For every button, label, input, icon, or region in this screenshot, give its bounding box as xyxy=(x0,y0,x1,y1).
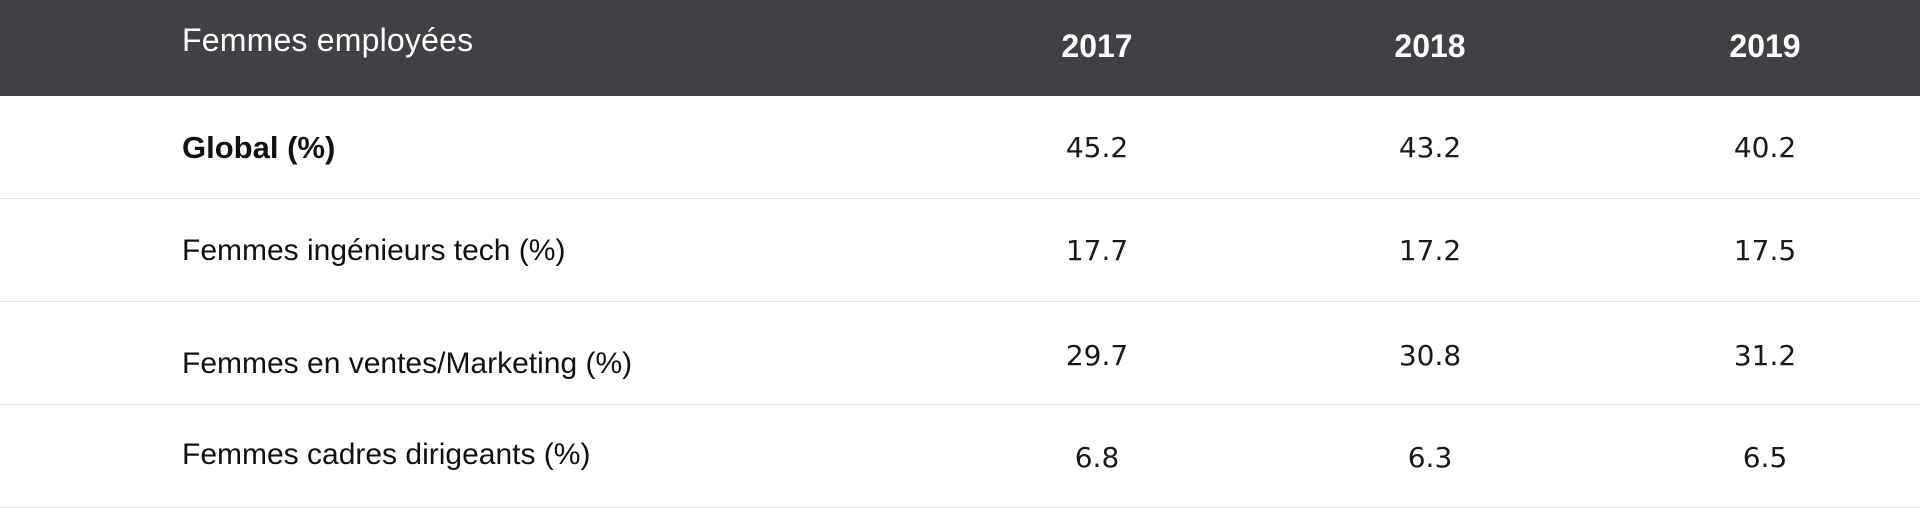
cell-2018: 17.2 xyxy=(1398,234,1462,267)
cell-2017: 29.7 xyxy=(1065,339,1129,372)
row-label: Femmes en ventes/Marketing (%) xyxy=(182,347,633,380)
cell-2019: 17.5 xyxy=(1733,234,1797,267)
cell-2019: 40.2 xyxy=(1733,131,1797,164)
table-row-tech-engineers: Femmes ingénieurs tech (%) 17.7 17.2 17.… xyxy=(0,199,1920,302)
header-year-2017: 2017 xyxy=(1061,28,1133,64)
cell-2017: 6.8 xyxy=(1074,441,1120,474)
header-label: Femmes employées xyxy=(182,22,474,58)
cell-2018: 30.8 xyxy=(1398,339,1462,372)
table-header: Femmes employées 2017 2018 2019 xyxy=(0,0,1920,96)
header-year-2019: 2019 xyxy=(1729,28,1801,64)
row-label: Femmes cadres dirigeants (%) xyxy=(182,438,591,471)
cell-2017: 17.7 xyxy=(1065,234,1129,267)
table-row-sales-marketing: Femmes en ventes/Marketing (%) 29.7 30.8… xyxy=(0,302,1920,405)
cell-2019: 31.2 xyxy=(1733,339,1797,372)
cell-2018: 43.2 xyxy=(1398,131,1462,164)
table-row-executives: Femmes cadres dirigeants (%) 6.8 6.3 6.5 xyxy=(0,405,1920,508)
table-row-global: Global (%) 45.2 43.2 40.2 xyxy=(0,96,1920,199)
cell-2017: 45.2 xyxy=(1065,131,1129,164)
row-label: Global (%) xyxy=(182,130,336,165)
row-label: Femmes ingénieurs tech (%) xyxy=(182,234,566,267)
header-year-2018: 2018 xyxy=(1394,28,1466,64)
cell-2018: 6.3 xyxy=(1407,441,1453,474)
cell-2019: 6.5 xyxy=(1742,441,1788,474)
